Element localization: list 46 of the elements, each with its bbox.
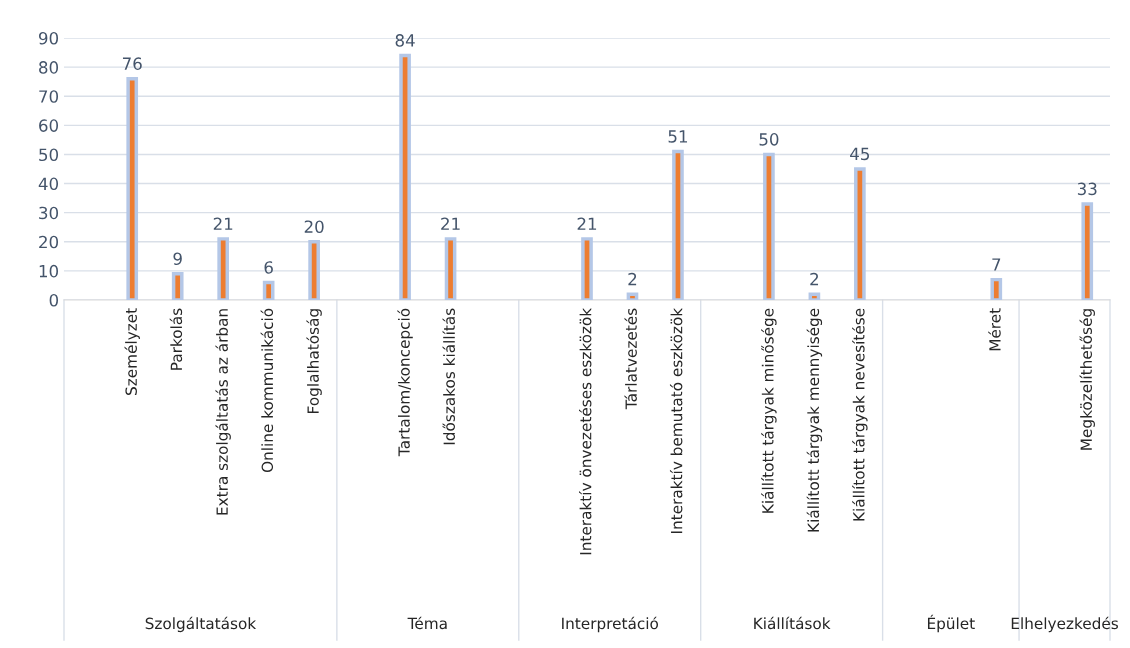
- data-label: 50: [759, 133, 779, 146]
- text: Elhelyezkedés: [1011, 616, 1118, 633]
- text: Interpretáció: [562, 616, 659, 633]
- x-tick-label: Parkolás: [169, 308, 183, 370]
- data-label: 33: [1077, 182, 1097, 196]
- y-tick-label: 80: [39, 61, 59, 74]
- text: Kiállítások: [754, 616, 831, 630]
- x-tick-label: Interaktív önvezetéses eszközök: [579, 307, 592, 555]
- x-tick-label: Tárlatvezetés: [624, 308, 637, 410]
- y-tick-label: 40: [38, 177, 59, 191]
- x-tick-label: Interaktív bemutató eszközök: [669, 307, 683, 533]
- y-tick-label: 90: [38, 31, 59, 45]
- x-tick-label: Megközelíthetőség: [1079, 309, 1095, 450]
- data-label: 76: [122, 57, 142, 70]
- text: Épület: [927, 614, 975, 633]
- x-tick-label: Időszakos kiállítás: [442, 308, 455, 445]
- x-tick-label: Online kommunikáció: [260, 308, 274, 473]
- data-label: 21: [213, 217, 233, 230]
- data-label: 51: [668, 130, 688, 143]
- data-label: 84: [395, 34, 415, 47]
- data-label: 2: [628, 272, 637, 286]
- x-tick-label: Kiállított tárgyak minősége: [761, 308, 777, 513]
- y-tick-label: 60: [39, 119, 59, 132]
- y-tick-label: 20: [39, 235, 59, 249]
- x-tick-label: Extra szolgáltatás az árban: [215, 309, 231, 515]
- data-label: 21: [441, 217, 460, 230]
- data-label: 45: [850, 147, 870, 161]
- data-label: 21: [577, 217, 597, 230]
- text: Téma: [407, 616, 447, 630]
- x-tick-label: Méret: [988, 308, 1001, 351]
- y-tick-label: 70: [39, 90, 59, 103]
- x-tick-label: Foglalhatóság: [306, 309, 322, 413]
- text: Szolgáltatások: [145, 616, 257, 633]
- x-tick-label: Személyzet: [124, 308, 140, 395]
- y-tick-label: 30: [39, 206, 59, 220]
- x-tick-label: Kiállított tárgyak nevesítése: [852, 308, 868, 521]
- data-label: 6: [264, 261, 273, 274]
- data-label: 2: [810, 272, 819, 286]
- data-label: 7: [992, 258, 1001, 271]
- x-tick-label: Tartalom/koncepció: [397, 308, 413, 457]
- x-tick-label: Kiállított tárgyak mennyisége: [806, 308, 823, 532]
- y-tick-label: 10: [39, 264, 59, 278]
- data-label: 20: [304, 220, 324, 233]
- data-label: 9: [173, 252, 182, 266]
- y-tick-label: 0: [49, 293, 59, 307]
- y-tick-label: 50: [39, 148, 59, 162]
